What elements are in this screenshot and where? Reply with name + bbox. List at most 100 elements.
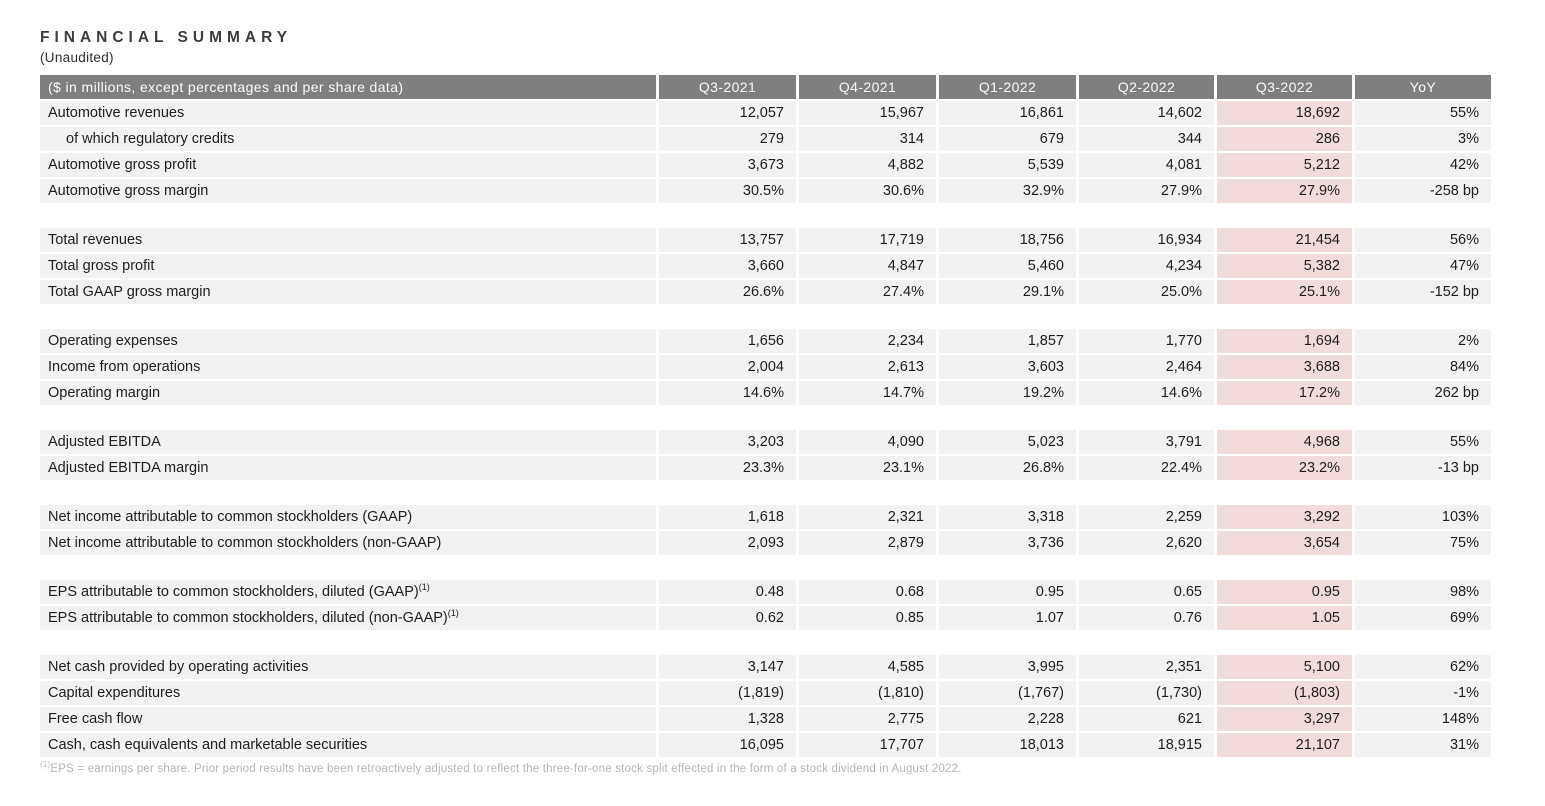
row-label: Net income attributable to common stockh…: [40, 505, 656, 529]
table-header-cell-yoy: YoY: [1355, 75, 1491, 99]
cell-q2-2022: 4,234: [1079, 254, 1214, 278]
cell-q2-2022: 0.65: [1079, 580, 1214, 604]
cell-q3-2021: 13,757: [659, 228, 796, 252]
cell-yoy: 55%: [1355, 101, 1491, 125]
row-label: Net income attributable to common stockh…: [40, 531, 656, 555]
cell-q1-2022: 19.2%: [939, 381, 1076, 405]
cell-q4-2021: 2,775: [799, 707, 936, 731]
cell-yoy: 103%: [1355, 505, 1491, 529]
cell-q1-2022: 679: [939, 127, 1076, 151]
table-header-label: ($ in millions, except percentages and p…: [40, 75, 656, 99]
cell-q1-2022: 3,995: [939, 655, 1076, 679]
cell-q2-2022: 0.76: [1079, 606, 1214, 630]
table-section-1: Automotive revenues 12,057 15,967 16,861 14,…: [40, 101, 1491, 203]
cell-yoy: 55%: [1355, 430, 1491, 454]
cell-yoy: 2%: [1355, 329, 1491, 353]
cell-q2-2022: 4,081: [1079, 153, 1214, 177]
row-label: Operating margin: [40, 381, 656, 405]
table-section-6: EPS attributable to common stockholders,…: [40, 580, 1491, 630]
cell-q4-2021: 2,879: [799, 531, 936, 555]
cell-q3-2021: 30.5%: [659, 179, 796, 203]
cell-q1-2022: 5,539: [939, 153, 1076, 177]
cell-q2-2022: 25.0%: [1079, 280, 1214, 304]
cell-q3-2022: 23.2%: [1217, 456, 1352, 480]
row-label: Free cash flow: [40, 707, 656, 731]
cell-q3-2021: 23.3%: [659, 456, 796, 480]
table-row: Income from operations 2,004 2,613 3,603 2,4…: [40, 355, 1491, 379]
cell-yoy: 148%: [1355, 707, 1491, 731]
cell-q3-2021: (1,819): [659, 681, 796, 705]
table-row: EPS attributable to common stockholders,…: [40, 606, 1491, 630]
cell-q4-2021: 17,707: [799, 733, 936, 757]
table-header-cell-q3-2022: Q3-2022: [1217, 75, 1352, 99]
table-row: EPS attributable to common stockholders,…: [40, 580, 1491, 604]
table-row: of which regulatory credits 279 314 679 344 2…: [40, 127, 1491, 151]
row-label: Automotive gross profit: [40, 153, 656, 177]
cell-q3-2022: 3,292: [1217, 505, 1352, 529]
cell-q3-2022: 27.9%: [1217, 179, 1352, 203]
cell-q3-2022: 3,297: [1217, 707, 1352, 731]
cell-q3-2021: 0.48: [659, 580, 796, 604]
cell-q4-2021: 23.1%: [799, 456, 936, 480]
cell-q1-2022: 0.95: [939, 580, 1076, 604]
cell-yoy: 47%: [1355, 254, 1491, 278]
row-label: Net cash provided by operating activitie…: [40, 655, 656, 679]
table-row: Operating expenses 1,656 2,234 1,857 1,770 1,…: [40, 329, 1491, 353]
cell-q1-2022: 3,318: [939, 505, 1076, 529]
row-label: Automotive revenues: [40, 101, 656, 125]
cell-q3-2021: 2,004: [659, 355, 796, 379]
page-title: FINANCIAL SUMMARY: [40, 29, 293, 46]
cell-q1-2022: 5,460: [939, 254, 1076, 278]
cell-q3-2021: 2,093: [659, 531, 796, 555]
cell-q3-2022: 3,688: [1217, 355, 1352, 379]
financial-summary-table: ($ in millions, except percentages and p…: [40, 75, 1491, 757]
table-section-5: Net income attributable to common stockh…: [40, 505, 1491, 555]
table-row: Adjusted EBITDA margin 23.3% 23.1% 26.8% 22.…: [40, 456, 1491, 480]
cell-q2-2022: 16,934: [1079, 228, 1214, 252]
cell-q3-2022: 21,107: [1217, 733, 1352, 757]
cell-yoy: 3%: [1355, 127, 1491, 151]
cell-q2-2022: 344: [1079, 127, 1214, 151]
row-label: Adjusted EBITDA: [40, 430, 656, 454]
cell-q4-2021: 4,585: [799, 655, 936, 679]
cell-q2-2022: 22.4%: [1079, 456, 1214, 480]
cell-q2-2022: 2,620: [1079, 531, 1214, 555]
cell-q1-2022: 1,857: [939, 329, 1076, 353]
cell-q1-2022: 18,013: [939, 733, 1076, 757]
cell-q3-2021: 3,203: [659, 430, 796, 454]
cell-q4-2021: 0.68: [799, 580, 936, 604]
cell-q3-2022: 4,968: [1217, 430, 1352, 454]
cell-q3-2021: 3,660: [659, 254, 796, 278]
cell-yoy: 69%: [1355, 606, 1491, 630]
table-header-cell-q1-2022: Q1-2022: [939, 75, 1076, 99]
cell-q3-2022: (1,803): [1217, 681, 1352, 705]
cell-q3-2021: 12,057: [659, 101, 796, 125]
row-label: Total gross profit: [40, 254, 656, 278]
cell-q2-2022: 14.6%: [1079, 381, 1214, 405]
table-section-2: Total revenues 13,757 17,719 18,756 16,934 21…: [40, 228, 1491, 304]
cell-q3-2021: 3,147: [659, 655, 796, 679]
cell-q4-2021: 2,234: [799, 329, 936, 353]
cell-q3-2021: 3,673: [659, 153, 796, 177]
cell-q4-2021: 0.85: [799, 606, 936, 630]
cell-q3-2022: 17.2%: [1217, 381, 1352, 405]
footnote-marker: (1): [447, 608, 459, 619]
row-label: EPS attributable to common stockholders,…: [40, 580, 656, 604]
cell-q2-2022: 14,602: [1079, 101, 1214, 125]
table-row: Free cash flow 1,328 2,775 2,228 621 3,297 148…: [40, 707, 1491, 731]
cell-yoy: -152 bp: [1355, 280, 1491, 304]
cell-q3-2022: 5,382: [1217, 254, 1352, 278]
cell-yoy: 262 bp: [1355, 381, 1491, 405]
cell-q4-2021: 15,967: [799, 101, 936, 125]
cell-q3-2022: 0.95: [1217, 580, 1352, 604]
cell-yoy: -1%: [1355, 681, 1491, 705]
row-label: of which regulatory credits: [40, 127, 656, 151]
cell-q1-2022: (1,767): [939, 681, 1076, 705]
row-label: EPS attributable to common stockholders,…: [40, 606, 656, 630]
table-row: Automotive revenues 12,057 15,967 16,861 14,…: [40, 101, 1491, 125]
cell-q4-2021: 17,719: [799, 228, 936, 252]
cell-q4-2021: 2,613: [799, 355, 936, 379]
table-row: Total gross profit 3,660 4,847 5,460 4,234 5,…: [40, 254, 1491, 278]
cell-yoy: 84%: [1355, 355, 1491, 379]
table-header-cell-q4-2021: Q4-2021: [799, 75, 936, 99]
